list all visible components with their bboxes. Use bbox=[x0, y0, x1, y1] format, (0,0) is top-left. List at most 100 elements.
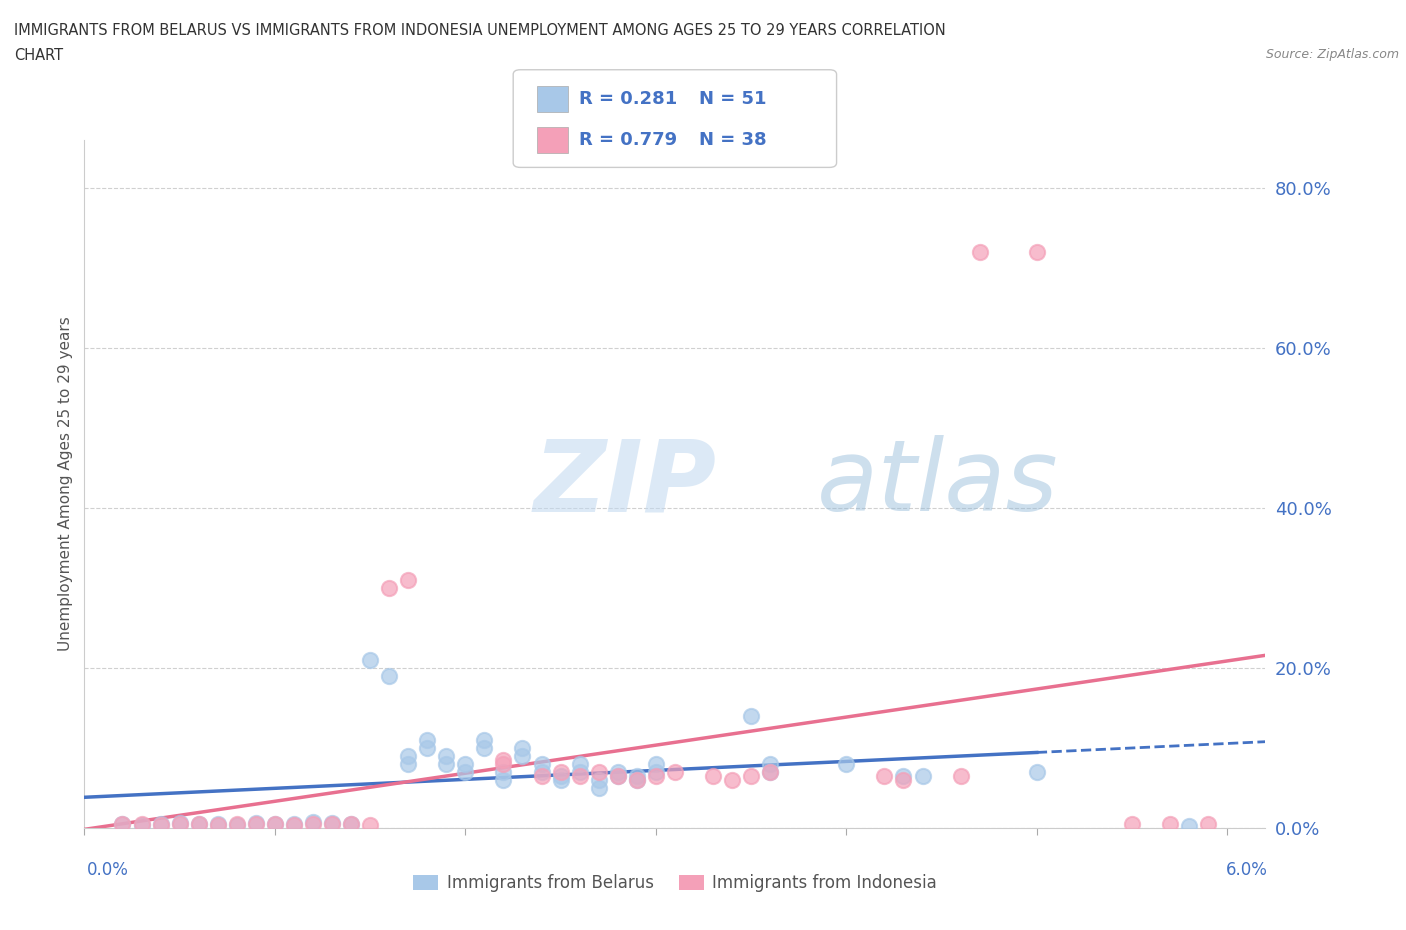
Point bbox=[969, 244, 991, 259]
Point bbox=[340, 817, 363, 831]
Point bbox=[550, 768, 572, 783]
Point bbox=[111, 817, 134, 831]
Point bbox=[1121, 817, 1143, 831]
Point bbox=[187, 817, 209, 832]
Point bbox=[626, 772, 648, 787]
Point bbox=[283, 817, 305, 832]
Point bbox=[263, 817, 285, 832]
Point bbox=[245, 816, 267, 830]
Point bbox=[245, 817, 267, 831]
Text: N = 51: N = 51 bbox=[699, 89, 766, 108]
Text: R = 0.779: R = 0.779 bbox=[579, 131, 678, 150]
Point bbox=[169, 817, 191, 831]
Point bbox=[550, 764, 572, 779]
Point bbox=[359, 652, 381, 667]
Point bbox=[131, 817, 153, 832]
Text: IMMIGRANTS FROM BELARUS VS IMMIGRANTS FROM INDONESIA UNEMPLOYMENT AMONG AGES 25 : IMMIGRANTS FROM BELARUS VS IMMIGRANTS FR… bbox=[14, 23, 946, 38]
Point bbox=[588, 780, 610, 795]
Point bbox=[416, 732, 439, 747]
Point bbox=[492, 772, 515, 787]
Point bbox=[396, 572, 419, 587]
Point bbox=[131, 817, 153, 832]
Point bbox=[949, 768, 972, 783]
Point bbox=[396, 749, 419, 764]
Legend: Immigrants from Belarus, Immigrants from Indonesia: Immigrants from Belarus, Immigrants from… bbox=[406, 867, 943, 898]
Point bbox=[340, 817, 363, 832]
Point bbox=[187, 817, 209, 831]
Point bbox=[530, 764, 553, 779]
Point bbox=[721, 772, 744, 787]
Point bbox=[512, 740, 534, 755]
Text: N = 38: N = 38 bbox=[699, 131, 766, 150]
Point bbox=[759, 756, 782, 771]
Point bbox=[492, 764, 515, 779]
Y-axis label: Unemployment Among Ages 25 to 29 years: Unemployment Among Ages 25 to 29 years bbox=[58, 316, 73, 651]
Point bbox=[626, 772, 648, 787]
Point bbox=[512, 749, 534, 764]
Point bbox=[644, 764, 666, 779]
Point bbox=[263, 817, 285, 831]
Point bbox=[644, 756, 666, 771]
Point bbox=[416, 740, 439, 755]
Point bbox=[606, 764, 628, 779]
Point bbox=[1025, 764, 1047, 779]
Point bbox=[207, 817, 229, 832]
Point bbox=[225, 817, 247, 832]
Text: Source: ZipAtlas.com: Source: ZipAtlas.com bbox=[1265, 48, 1399, 61]
Point bbox=[606, 768, 628, 783]
Point bbox=[702, 768, 724, 783]
Point bbox=[321, 817, 343, 831]
Point bbox=[873, 768, 896, 783]
Point bbox=[893, 772, 915, 787]
Point bbox=[740, 709, 762, 724]
Point bbox=[568, 768, 591, 783]
Point bbox=[434, 756, 457, 771]
Point bbox=[111, 817, 134, 831]
Point bbox=[644, 768, 666, 783]
Point bbox=[588, 772, 610, 787]
Point bbox=[359, 817, 381, 832]
Point bbox=[588, 764, 610, 779]
Point bbox=[321, 816, 343, 830]
Point bbox=[568, 764, 591, 779]
Point bbox=[1159, 817, 1181, 832]
Point bbox=[530, 756, 553, 771]
Point bbox=[568, 756, 591, 771]
Text: 0.0%: 0.0% bbox=[87, 860, 129, 879]
Point bbox=[530, 768, 553, 783]
Point bbox=[740, 768, 762, 783]
Text: atlas: atlas bbox=[817, 435, 1059, 532]
Point bbox=[626, 768, 648, 783]
Point bbox=[149, 817, 172, 832]
Point bbox=[759, 764, 782, 779]
Point bbox=[396, 756, 419, 771]
Point bbox=[492, 756, 515, 771]
Point bbox=[434, 749, 457, 764]
Point bbox=[474, 740, 496, 755]
Point bbox=[893, 768, 915, 783]
Point bbox=[454, 756, 477, 771]
Point bbox=[378, 580, 401, 595]
Point bbox=[169, 816, 191, 830]
Point bbox=[207, 817, 229, 832]
Point bbox=[454, 764, 477, 779]
Point bbox=[283, 817, 305, 832]
Point bbox=[550, 772, 572, 787]
Point bbox=[759, 764, 782, 779]
Text: ZIP: ZIP bbox=[533, 435, 716, 532]
Text: 6.0%: 6.0% bbox=[1226, 860, 1268, 879]
Point bbox=[474, 732, 496, 747]
Point bbox=[492, 752, 515, 767]
Point bbox=[606, 768, 628, 783]
Point bbox=[378, 669, 401, 684]
Point bbox=[1025, 244, 1047, 259]
Point bbox=[835, 756, 858, 771]
Point bbox=[302, 817, 325, 832]
Point bbox=[149, 817, 172, 832]
Text: CHART: CHART bbox=[14, 48, 63, 63]
Point bbox=[225, 817, 247, 832]
Point bbox=[1178, 818, 1201, 833]
Point bbox=[664, 764, 686, 779]
Text: R = 0.281: R = 0.281 bbox=[579, 89, 678, 108]
Point bbox=[1197, 817, 1219, 832]
